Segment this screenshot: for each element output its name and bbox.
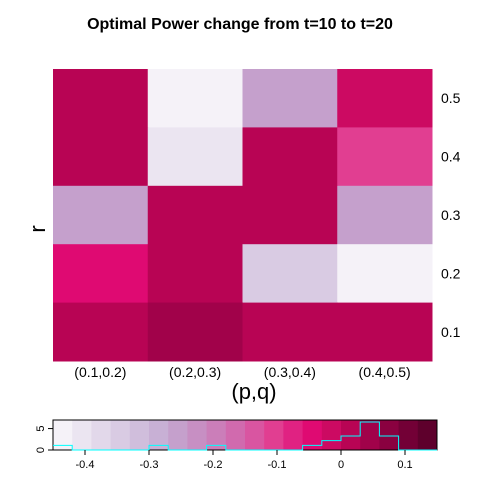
color-key-swatch	[225, 420, 246, 450]
x-tick-label: (0.4,0.5)	[359, 364, 411, 380]
heatmap-cell	[147, 69, 243, 128]
heatmap-cell	[242, 302, 338, 362]
y-tick-labels: 0.1 0.2 0.3 0.4 0.5	[441, 90, 461, 340]
color-key-tick-label: 0.1	[397, 459, 412, 471]
heatmap-cell	[53, 69, 149, 128]
color-key-swatch	[379, 420, 399, 450]
heatmap-cells	[53, 69, 433, 362]
heatmap-cell	[147, 185, 243, 245]
heatmap-cell	[147, 127, 243, 187]
heatmap-cell	[242, 69, 338, 128]
x-tick-labels: (0.1,0.2) (0.2,0.3) (0.3,0.4) (0.4,0.5)	[74, 364, 410, 380]
chart-title: Optimal Power change from t=10 to t=20	[87, 16, 393, 33]
heatmap-cell	[337, 244, 433, 304]
heatmap-cell	[53, 185, 149, 245]
color-key-swatch	[283, 420, 303, 450]
y-axis-title: r	[25, 225, 50, 232]
color-key-swatch	[168, 420, 188, 450]
color-key-count-label: 0	[35, 447, 47, 453]
color-key-tick-label: -0.4	[76, 459, 95, 471]
y-tick-label: 0.5	[441, 90, 461, 106]
heatmap-cell	[53, 127, 149, 187]
heatmap-cell	[147, 302, 243, 362]
color-key-tick-label: -0.3	[140, 459, 159, 471]
x-tick-label: (0.1,0.2)	[74, 364, 126, 380]
color-key-swatch	[91, 420, 111, 450]
heatmap-cell	[337, 302, 433, 362]
heatmap-cell	[337, 127, 433, 187]
y-tick-label: 0.1	[441, 324, 461, 340]
color-key-swatch	[264, 420, 284, 450]
color-key-swatch	[245, 420, 265, 450]
color-key: -0.4 -0.3 -0.2 -0.1 0 0.1 0 5	[35, 419, 438, 471]
color-key-swatch	[206, 420, 227, 450]
heatmap-cell	[53, 302, 149, 362]
color-key-swatch	[187, 420, 207, 450]
color-key-count-label: 5	[35, 426, 47, 432]
x-tick-label: (0.2,0.3)	[169, 364, 221, 380]
heatmap-cell	[147, 244, 243, 304]
color-key-histogram	[53, 421, 437, 451]
color-key-tick-label: 0	[338, 459, 344, 471]
x-tick-label: (0.3,0.4)	[264, 364, 316, 380]
color-key-swatch	[302, 420, 323, 450]
heatmap-cell	[242, 185, 338, 245]
color-key-swatch	[398, 420, 419, 450]
color-key-swatch	[360, 420, 380, 450]
heatmap-cell	[337, 69, 433, 128]
color-key-swatch	[110, 420, 131, 450]
color-key-swatch	[72, 420, 92, 450]
color-key-swatch	[321, 420, 342, 450]
heatmap-cell	[242, 244, 338, 304]
heatmap-cell	[53, 244, 149, 304]
color-key-swatch	[53, 420, 73, 450]
x-axis-title: (p,q)	[231, 379, 276, 404]
heatmap-cell	[337, 185, 433, 245]
color-key-swatch	[341, 420, 361, 450]
y-tick-label: 0.2	[441, 265, 461, 281]
color-key-swatch	[149, 420, 169, 450]
heatmap-cell	[242, 127, 338, 187]
color-key-tick-label: -0.2	[204, 459, 223, 471]
color-key-tick-label: -0.1	[268, 459, 287, 471]
y-tick-label: 0.4	[441, 149, 461, 165]
y-tick-label: 0.3	[441, 207, 461, 223]
color-key-swatch	[417, 420, 438, 450]
color-key-swatch	[129, 420, 150, 450]
